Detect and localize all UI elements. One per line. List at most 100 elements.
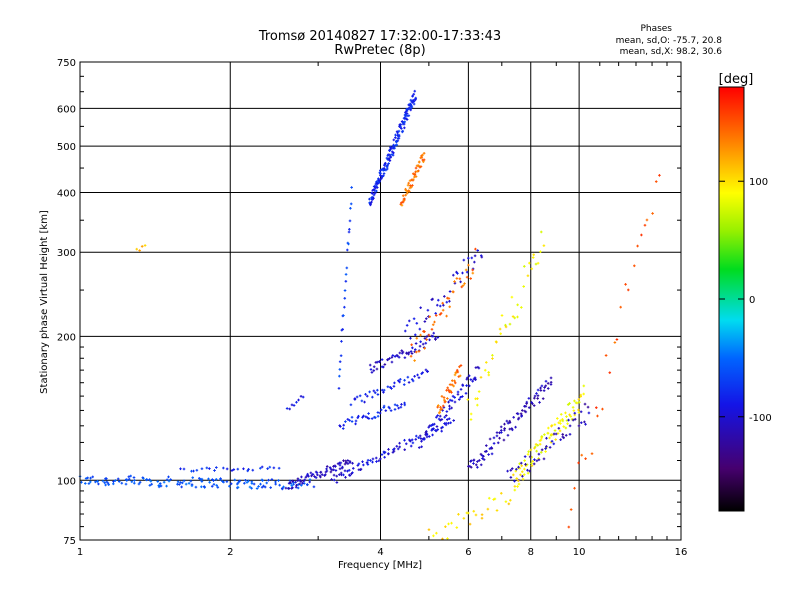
data-point: [405, 118, 409, 121]
data-point: [409, 354, 413, 358]
data-point: [410, 343, 413, 347]
colorbar-tick-label: 0: [749, 295, 755, 306]
data-point: [536, 261, 540, 265]
data-point: [366, 458, 370, 462]
data-point: [314, 476, 318, 479]
data-point: [538, 439, 542, 442]
data-point: [532, 462, 536, 466]
data-point: [450, 379, 454, 382]
data-point: [557, 421, 561, 425]
data-point: [364, 392, 367, 396]
colorbar-tick-label: 100: [749, 177, 768, 188]
data-point: [484, 361, 488, 364]
data-point: [403, 378, 406, 382]
data-point: [510, 467, 514, 470]
data-point: [515, 477, 519, 480]
data-point: [473, 260, 476, 264]
data-point: [439, 408, 442, 412]
data-point: [411, 441, 415, 445]
data-point: [579, 410, 583, 414]
data-point: [158, 484, 162, 488]
data-point: [458, 365, 461, 369]
data-point: [457, 398, 461, 401]
data-point: [460, 285, 464, 289]
data-point: [414, 166, 418, 170]
data-point: [291, 486, 294, 490]
data-point: [430, 328, 434, 331]
y-tick-label: 100: [57, 476, 76, 487]
data-point: [300, 484, 303, 487]
data-point: [80, 481, 83, 484]
data-point: [411, 346, 414, 350]
data-point: [371, 457, 375, 461]
data-point: [519, 412, 523, 416]
data-point: [436, 414, 439, 417]
data-point: [601, 407, 604, 411]
data-point: [432, 534, 435, 538]
data-point: [526, 468, 529, 472]
data-point: [373, 191, 377, 195]
data-point: [403, 126, 406, 130]
data-point: [493, 497, 497, 501]
data-point: [476, 397, 479, 400]
data-point: [167, 475, 170, 479]
data-point: [292, 404, 296, 407]
data-point: [468, 522, 472, 526]
data-point: [378, 411, 382, 415]
data-point: [372, 193, 376, 197]
data-point: [451, 290, 455, 294]
data-point: [498, 327, 502, 331]
data-point: [543, 433, 546, 436]
data-point: [339, 461, 343, 465]
data-point: [365, 394, 369, 398]
data-point: [104, 477, 107, 480]
data-point: [338, 463, 342, 467]
data-point: [384, 409, 388, 412]
data-point: [287, 487, 291, 490]
data-point: [545, 436, 548, 440]
data-point: [512, 416, 515, 419]
data-point: [495, 340, 498, 344]
data-point: [260, 485, 264, 489]
data-point: [527, 450, 530, 453]
data-point: [450, 383, 454, 387]
data-point: [413, 89, 417, 93]
data-point: [577, 397, 581, 401]
data-point: [387, 162, 390, 165]
data-point: [524, 410, 528, 414]
data-point: [362, 463, 365, 467]
data-point: [138, 480, 142, 484]
data-point: [406, 375, 410, 379]
y-tick-label: 750: [57, 58, 76, 69]
data-point: [370, 417, 374, 420]
data-point: [294, 480, 297, 484]
data-point: [530, 401, 533, 404]
data-point: [495, 431, 499, 434]
data-point: [559, 422, 562, 425]
data-point: [546, 387, 550, 390]
data-point: [296, 486, 300, 490]
colorbar-label: [deg]: [719, 72, 754, 87]
data-point: [411, 178, 415, 181]
data-point: [571, 406, 575, 409]
data-point: [320, 473, 324, 476]
data-point: [380, 358, 384, 361]
data-point: [564, 434, 568, 437]
data-point: [344, 273, 348, 276]
data-point: [465, 376, 469, 380]
data-point: [521, 409, 524, 412]
data-point: [347, 242, 350, 246]
data-point: [424, 341, 428, 345]
data-point: [200, 477, 204, 481]
data-point: [403, 403, 407, 407]
data-point: [396, 447, 400, 451]
data-point: [561, 433, 565, 436]
data-point: [370, 371, 374, 374]
data-point: [577, 424, 581, 428]
data-point: [125, 479, 129, 482]
data-point: [464, 268, 468, 272]
data-point: [522, 473, 526, 476]
data-point: [586, 405, 590, 409]
data-point: [469, 459, 473, 463]
data-point: [338, 368, 342, 371]
